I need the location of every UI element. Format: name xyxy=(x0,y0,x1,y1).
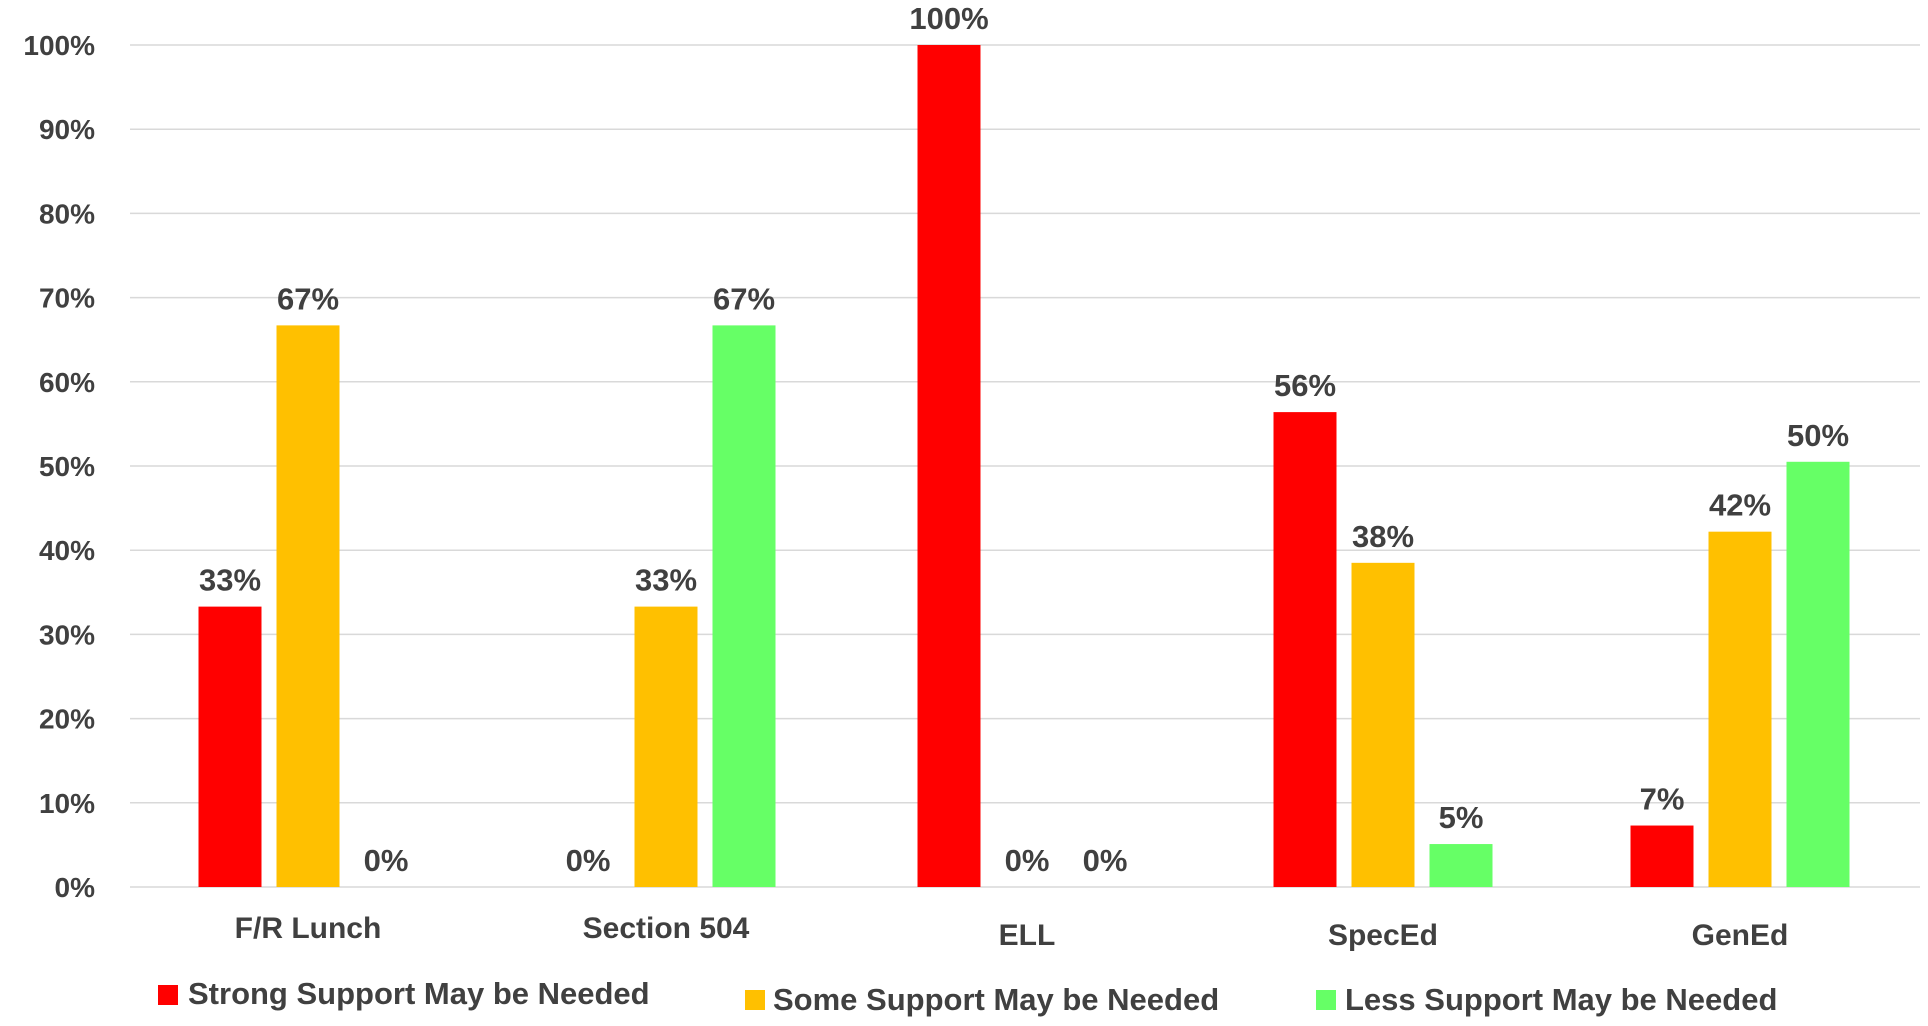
bar xyxy=(917,45,981,887)
category-label: GenEd xyxy=(1692,919,1789,952)
data-label: 33% xyxy=(199,563,261,598)
y-tick-label: 50% xyxy=(39,451,95,482)
data-label: 0% xyxy=(1083,843,1128,878)
category-label: Section 504 xyxy=(583,912,750,945)
legend-swatch xyxy=(158,985,178,1005)
bar xyxy=(712,325,776,887)
gridlines xyxy=(130,44,1920,888)
category-label: ELL xyxy=(999,919,1056,952)
data-label: 100% xyxy=(909,1,988,36)
legend-label: Less Support May be Needed xyxy=(1345,982,1777,1017)
y-tick-label: 30% xyxy=(39,619,95,650)
data-label: 0% xyxy=(566,843,611,878)
x-axis-category-labels: F/R Lunch Section 504 ELL SpecEd GenEd xyxy=(235,912,1789,952)
y-tick-label: 60% xyxy=(39,367,95,398)
bar xyxy=(276,325,340,887)
data-label: 38% xyxy=(1352,519,1414,554)
bar xyxy=(634,606,698,887)
y-tick-label: 100% xyxy=(23,30,95,61)
y-tick-label: 40% xyxy=(39,535,95,566)
legend-swatch xyxy=(745,990,765,1010)
y-axis-tick-labels: 0% 10% 20% 30% 40% 50% 60% 70% 80% 90% 100% xyxy=(23,30,95,903)
data-label: 56% xyxy=(1274,368,1336,403)
category-label: F/R Lunch xyxy=(235,912,382,945)
data-label: 67% xyxy=(277,281,339,316)
data-label: 5% xyxy=(1439,800,1484,835)
legend-label: Some Support May be Needed xyxy=(773,982,1219,1017)
y-tick-label: 80% xyxy=(39,198,95,229)
y-tick-label: 10% xyxy=(39,788,95,819)
bar xyxy=(1708,531,1772,887)
data-label: 7% xyxy=(1640,782,1685,817)
bar xyxy=(1429,844,1493,887)
bar xyxy=(1351,562,1415,887)
data-label: 0% xyxy=(1005,843,1050,878)
data-label: 33% xyxy=(635,563,697,598)
data-labels: 33% 0% 100% 56% 7% 67% 33% 0% 38% 42% 0% 67% 0% 5% 50% xyxy=(199,1,1849,878)
category-label: SpecEd xyxy=(1328,919,1438,952)
bar xyxy=(1630,825,1694,887)
data-label: 50% xyxy=(1787,418,1849,453)
y-tick-label: 20% xyxy=(39,704,95,735)
legend-label: Strong Support May be Needed xyxy=(188,976,650,1011)
data-label: 67% xyxy=(713,281,775,316)
data-label: 0% xyxy=(364,843,409,878)
y-tick-label: 90% xyxy=(39,114,95,145)
data-label: 42% xyxy=(1709,488,1771,523)
y-tick-label: 0% xyxy=(55,872,96,903)
legend-swatch xyxy=(1316,990,1336,1010)
bar xyxy=(198,606,262,887)
y-tick-label: 70% xyxy=(39,283,95,314)
bars xyxy=(198,45,1850,887)
bar xyxy=(1786,461,1850,887)
bar xyxy=(1273,412,1337,887)
legend: Strong Support May be Needed Some Support… xyxy=(158,976,1777,1017)
